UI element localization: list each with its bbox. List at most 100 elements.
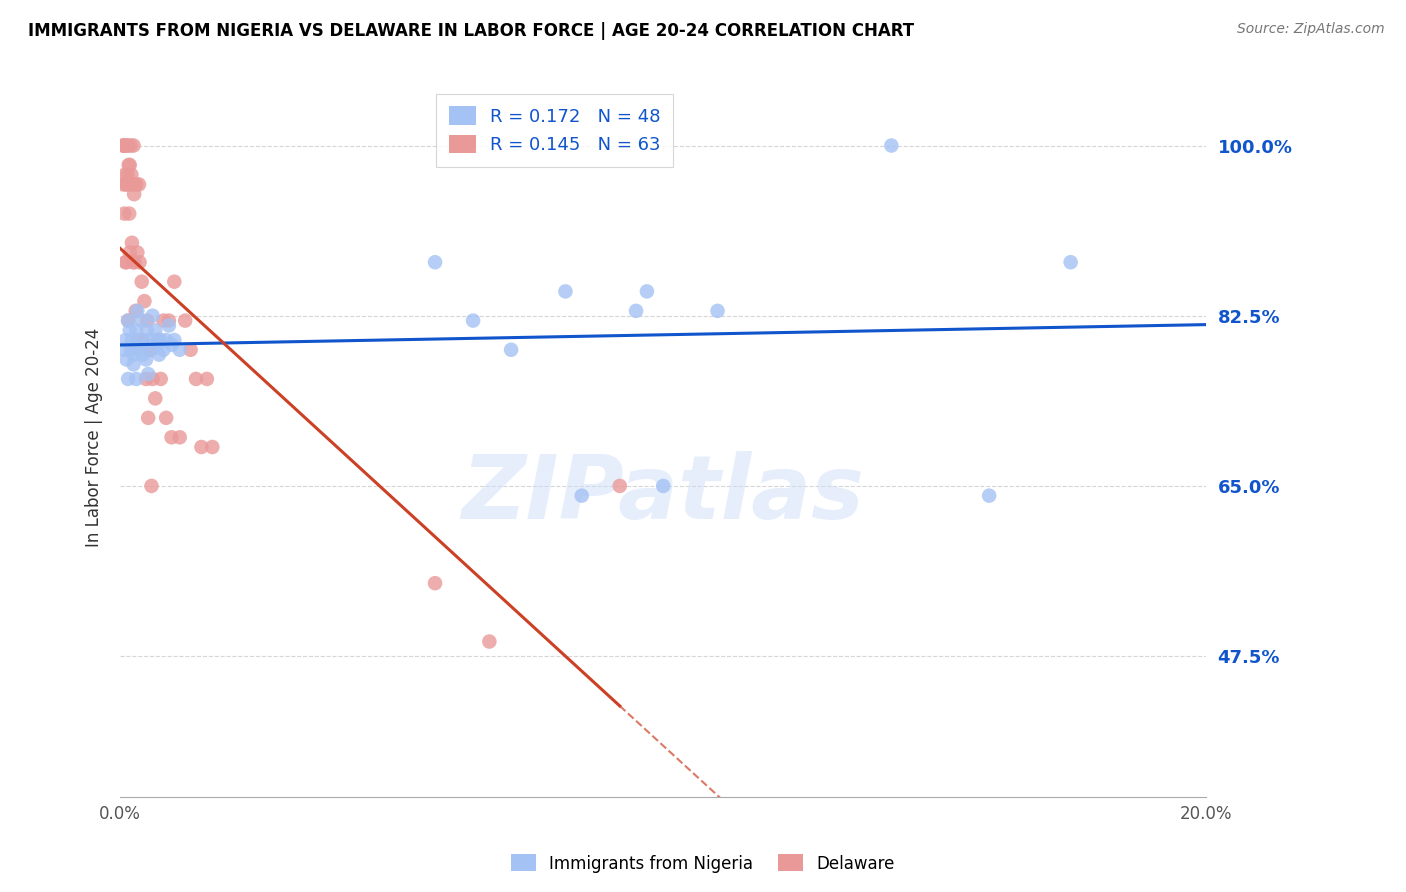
Point — [652, 479, 675, 493]
Point — [114, 168, 136, 182]
Point — [112, 138, 135, 153]
Point — [114, 333, 136, 347]
Point — [117, 168, 139, 182]
Point — [112, 206, 135, 220]
Point — [111, 138, 134, 153]
Point — [128, 343, 150, 357]
Point — [152, 313, 174, 327]
Point — [112, 138, 135, 153]
Point — [169, 430, 191, 444]
Point — [128, 255, 150, 269]
Point — [125, 178, 148, 192]
Point — [461, 313, 484, 327]
Point — [501, 343, 523, 357]
Point — [478, 634, 501, 648]
Point — [118, 206, 141, 220]
Point — [190, 440, 212, 454]
Point — [135, 372, 157, 386]
Point — [131, 275, 153, 289]
Point — [122, 138, 145, 153]
Point — [120, 343, 142, 357]
Point — [163, 275, 186, 289]
Point — [128, 178, 150, 192]
Point — [142, 372, 165, 386]
Point — [112, 178, 135, 192]
Point — [125, 303, 148, 318]
Point — [143, 392, 166, 406]
Point — [120, 178, 142, 192]
Point — [706, 303, 728, 318]
Point — [880, 138, 903, 153]
Point — [117, 138, 139, 153]
Point — [195, 372, 218, 386]
Point — [160, 430, 183, 444]
Point — [114, 138, 136, 153]
Point — [118, 158, 141, 172]
Point — [132, 348, 155, 362]
Point — [118, 158, 141, 172]
Text: IMMIGRANTS FROM NIGERIA VS DELAWARE IN LABOR FORCE | AGE 20-24 CORRELATION CHART: IMMIGRANTS FROM NIGERIA VS DELAWARE IN L… — [28, 22, 914, 40]
Point — [163, 333, 186, 347]
Point — [180, 343, 202, 357]
Point — [127, 303, 149, 318]
Point — [136, 323, 159, 337]
Point — [121, 178, 143, 192]
Point — [146, 333, 169, 347]
Point — [112, 343, 135, 357]
Point — [115, 138, 138, 153]
Text: ZIPatlas: ZIPatlas — [461, 451, 865, 539]
Point — [124, 255, 146, 269]
Point — [1059, 255, 1081, 269]
Point — [139, 343, 162, 357]
Point — [174, 313, 197, 327]
Point — [131, 313, 153, 327]
Point — [571, 489, 593, 503]
Point — [136, 367, 159, 381]
Point — [118, 323, 141, 337]
Y-axis label: In Labor Force | Age 20-24: In Labor Force | Age 20-24 — [86, 327, 103, 547]
Point — [624, 303, 647, 318]
Point — [554, 285, 576, 299]
Legend: Immigrants from Nigeria, Delaware: Immigrants from Nigeria, Delaware — [505, 847, 901, 880]
Point — [117, 313, 139, 327]
Point — [146, 333, 169, 347]
Point — [423, 255, 446, 269]
Point — [120, 138, 142, 153]
Legend: R = 0.172   N = 48, R = 0.145   N = 63: R = 0.172 N = 48, R = 0.145 N = 63 — [436, 94, 673, 167]
Point — [609, 479, 631, 493]
Point — [184, 372, 207, 386]
Point — [160, 338, 183, 352]
Text: Source: ZipAtlas.com: Source: ZipAtlas.com — [1237, 22, 1385, 37]
Point — [201, 440, 224, 454]
Point — [122, 348, 145, 362]
Point — [124, 178, 146, 192]
Point — [155, 410, 177, 425]
Point — [141, 343, 163, 357]
Point — [115, 255, 138, 269]
Point — [120, 168, 142, 182]
Point — [122, 357, 145, 371]
Point — [135, 352, 157, 367]
Point — [115, 352, 138, 367]
Point — [125, 372, 148, 386]
Point — [125, 323, 148, 337]
Point — [134, 294, 156, 309]
Point — [118, 245, 141, 260]
Point — [979, 489, 1001, 503]
Point — [121, 333, 143, 347]
Point — [117, 372, 139, 386]
Point — [122, 255, 145, 269]
Point — [121, 235, 143, 250]
Point — [136, 410, 159, 425]
Point — [115, 178, 138, 192]
Point — [127, 245, 149, 260]
Point — [115, 178, 138, 192]
Point — [136, 313, 159, 327]
Point — [129, 333, 152, 347]
Point — [124, 338, 146, 352]
Point — [132, 333, 155, 347]
Point — [157, 318, 180, 333]
Point — [141, 479, 163, 493]
Point — [149, 372, 172, 386]
Point — [152, 343, 174, 357]
